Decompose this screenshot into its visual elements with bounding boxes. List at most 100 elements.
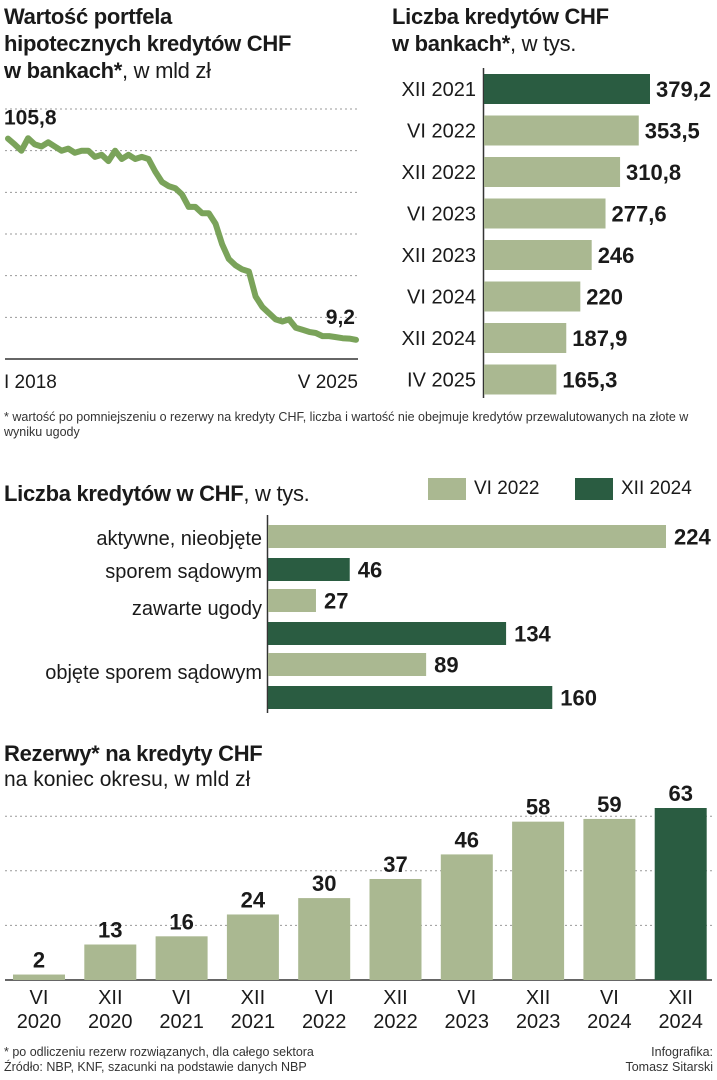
grouped-chart: aktywne, nieobjęte sporem sądowym 224 46 zaw… xyxy=(45,515,711,713)
category-label: XII 2022 xyxy=(401,162,476,184)
category-label: 2020 xyxy=(17,1011,62,1033)
category-label: 2024 xyxy=(587,1011,632,1033)
value-label: 58 xyxy=(526,795,550,820)
bar xyxy=(484,74,650,104)
category-label: XII 2021 xyxy=(401,79,476,101)
category-label: VI xyxy=(30,987,49,1009)
bar xyxy=(484,281,581,312)
category-label: XII xyxy=(526,987,550,1009)
value-label: 59 xyxy=(597,792,621,817)
column-chart-subtitle: na koniec okresu, w mld zł xyxy=(4,768,251,791)
legend-label-vi-2022: VI 2022 xyxy=(474,478,540,499)
bar xyxy=(298,898,351,980)
category-label: VI 2024 xyxy=(407,287,476,309)
bar xyxy=(484,240,592,270)
category-label: 2023 xyxy=(516,1011,561,1033)
value-label: 224 xyxy=(674,525,711,550)
source-note: Źródło: NBP, KNF, szacunki na podstawie … xyxy=(4,1060,307,1074)
value-label: 30 xyxy=(312,871,336,896)
value-label: 24 xyxy=(241,887,266,912)
category-label: XII xyxy=(383,987,407,1009)
column-chart-title-text: Rezerwy* na kredyty CHF xyxy=(4,741,263,766)
category-label: VI xyxy=(315,987,334,1009)
bar xyxy=(654,808,707,980)
category-label: 2023 xyxy=(445,1011,490,1033)
series-line xyxy=(5,135,359,343)
end-value-label: 9,2 xyxy=(326,306,355,329)
category-label: VI xyxy=(600,987,619,1009)
bar xyxy=(440,854,493,980)
x-tick-label: I 2018 xyxy=(4,372,57,393)
value-label: 310,8 xyxy=(626,160,681,185)
value-label: 27 xyxy=(324,589,348,614)
hbar-chart-title: Liczba kredytów CHF w bankach*, w tys. xyxy=(392,3,712,57)
footnote-1: * wartość po pomniejszeniu o rezerwy na … xyxy=(4,410,689,439)
category-label: VI xyxy=(172,987,191,1009)
grouped-chart-title-text: Liczba kredytów w CHF xyxy=(4,481,244,506)
category-label: VI xyxy=(457,987,476,1009)
value-label: 379,2 xyxy=(656,77,711,102)
category-label: XII 2023 xyxy=(401,245,476,267)
bar xyxy=(268,622,507,645)
value-label: 134 xyxy=(514,622,551,647)
grouped-chart-unit: , w tys. xyxy=(243,481,310,506)
category-label: aktywne, nieobjęte xyxy=(96,528,262,550)
line-chart-unit: , w mld zł xyxy=(122,58,211,83)
category-label: 2021 xyxy=(159,1011,204,1033)
bar xyxy=(155,936,208,980)
category-label: XII 2024 xyxy=(401,328,476,350)
bar xyxy=(226,914,279,980)
category-label: VI 2022 xyxy=(407,121,476,143)
credit-line1: Infografika: xyxy=(651,1045,713,1059)
bar xyxy=(369,878,422,980)
bar xyxy=(13,974,65,980)
category-label: XII xyxy=(98,987,122,1009)
value-label: 160 xyxy=(560,686,597,711)
value-label: 63 xyxy=(668,781,692,806)
hbar-chart-unit: , w tys. xyxy=(510,31,577,56)
x-tick-label: V 2025 xyxy=(298,372,358,393)
hbar-chart-title-line1: Liczba kredytów CHF xyxy=(392,4,609,29)
value-label: 220 xyxy=(586,285,623,310)
value-label: 46 xyxy=(358,558,382,583)
category-label: 2024 xyxy=(658,1011,703,1033)
column-chart-title: Rezerwy* na kredyty CHF na koniec okresu… xyxy=(4,740,504,793)
bar xyxy=(84,944,137,980)
bar xyxy=(268,558,350,581)
value-label: 246 xyxy=(598,243,635,268)
legend-swatch-vi-2022 xyxy=(428,478,466,500)
bar xyxy=(268,525,666,548)
line-chart-title: Wartość portfela hipotecznych kredytów C… xyxy=(4,3,349,84)
hbar-chart-title-line2: w bankach* xyxy=(392,31,511,56)
value-label: 89 xyxy=(434,653,458,678)
value-label: 37 xyxy=(383,852,407,877)
category-label: sporem sądowym xyxy=(105,561,262,583)
category-label: zawarte ugody xyxy=(132,598,262,620)
bar xyxy=(484,364,557,395)
credit: Infografika: Tomasz Sitarski xyxy=(625,1045,713,1075)
bar xyxy=(484,323,567,353)
category-label: objęte sporem sądowym xyxy=(45,662,262,684)
bar xyxy=(484,157,621,187)
legend-swatch-xii-2024 xyxy=(575,478,613,500)
credit-line2: Tomasz Sitarski xyxy=(625,1060,713,1074)
category-label: XII xyxy=(668,987,692,1009)
line-chart-title-line2: hipotecznych kredytów CHF xyxy=(4,31,292,56)
legend-label-xii-2024: XII 2024 xyxy=(621,478,692,499)
footnote-2: * po odliczeniu rezerw rozwiązanych, dla… xyxy=(4,1045,314,1059)
value-label: 353,5 xyxy=(645,119,700,144)
footer-notes: * po odliczeniu rezerw rozwiązanych, dla… xyxy=(4,1045,484,1075)
bar xyxy=(484,115,639,146)
category-label: 2022 xyxy=(373,1011,418,1033)
grouped-chart-title: Liczba kredytów w CHF, w tys. xyxy=(4,480,424,507)
value-label: 46 xyxy=(455,827,479,852)
category-label: 2022 xyxy=(302,1011,347,1033)
bar xyxy=(512,821,565,980)
bar xyxy=(268,653,427,676)
category-label: 2020 xyxy=(88,1011,133,1033)
value-label: 2 xyxy=(33,948,45,973)
category-label: XII xyxy=(241,987,265,1009)
category-label: VI 2023 xyxy=(407,204,476,226)
line-chart-title-line1: Wartość portfela xyxy=(4,4,172,29)
start-value-label: 105,8 xyxy=(4,107,57,130)
